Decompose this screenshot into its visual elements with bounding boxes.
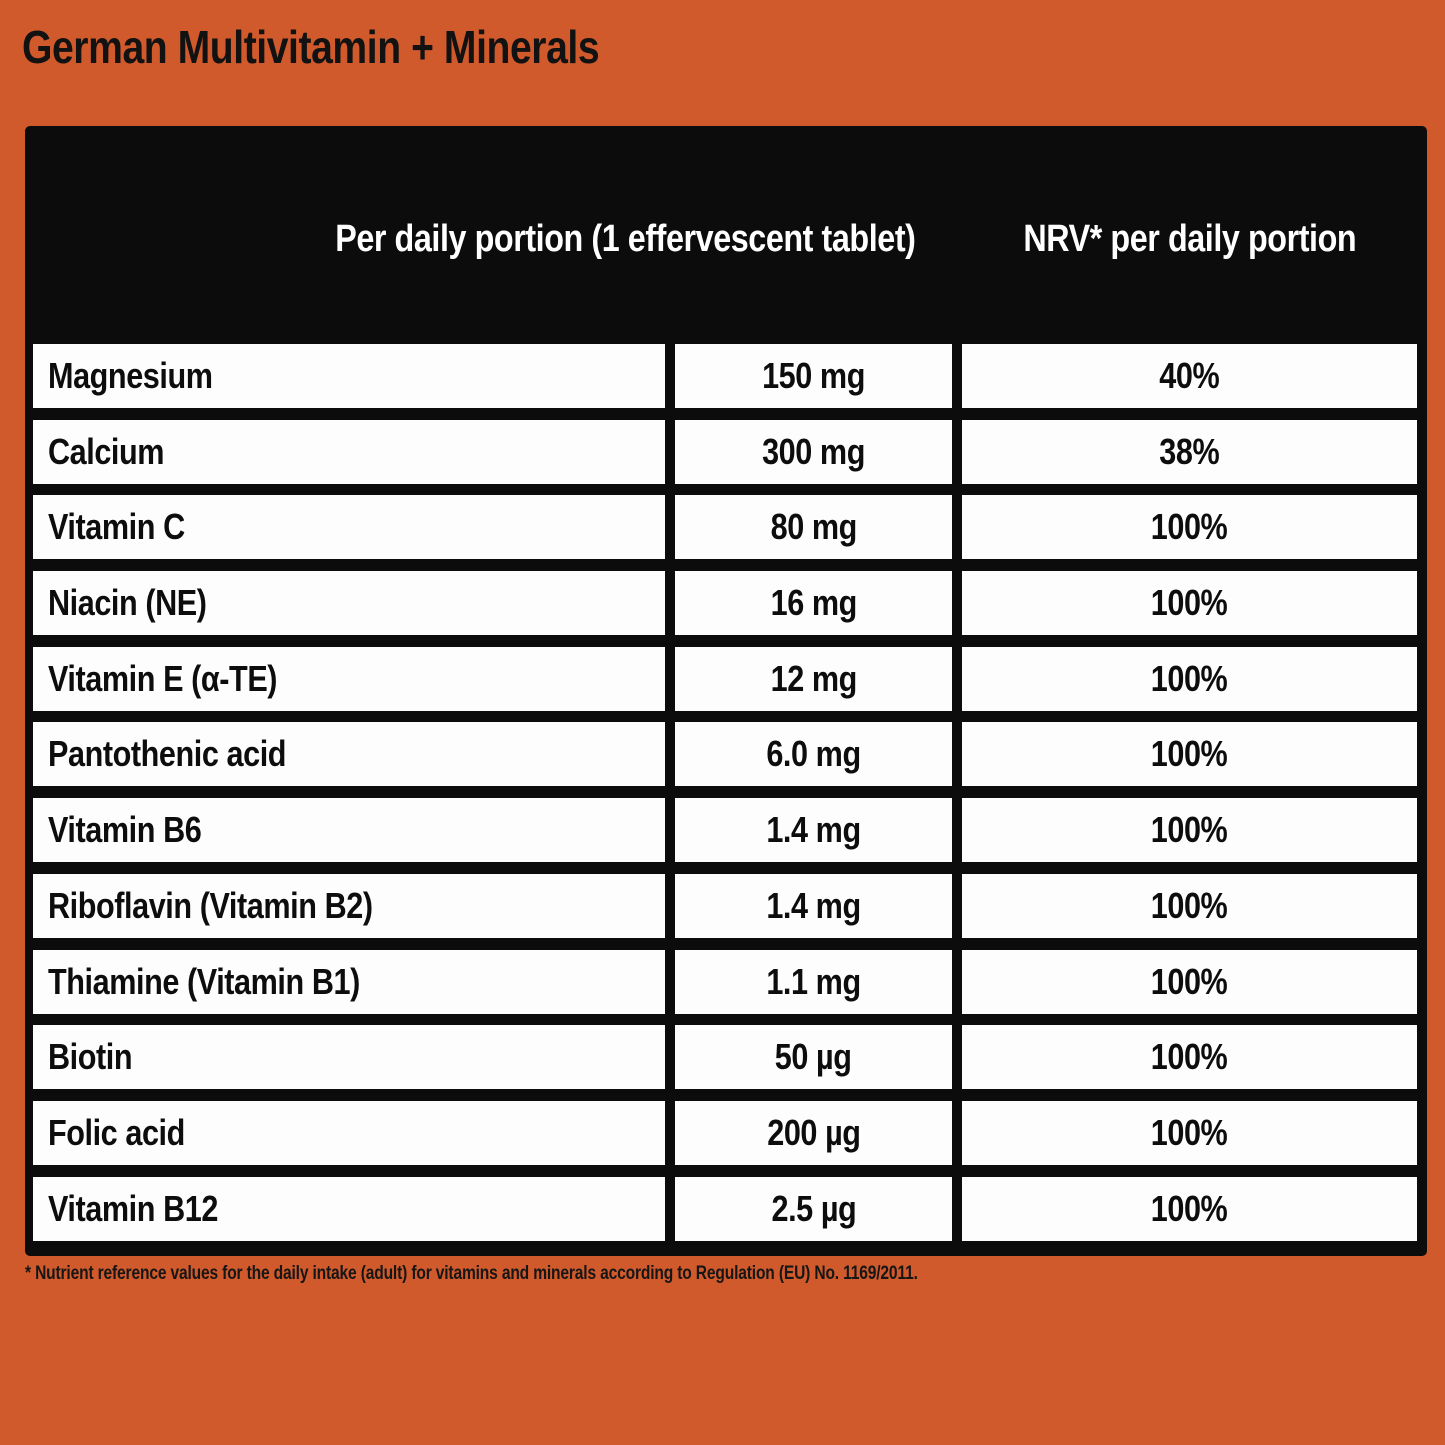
nrv-value: 100% bbox=[1151, 733, 1228, 775]
nrv-cell: 100% bbox=[962, 646, 1417, 711]
nutrient-name-cell: Vitamin C bbox=[33, 495, 665, 560]
table-row: Biotin 50 µg 100% bbox=[33, 1025, 1417, 1090]
nrv-value: 100% bbox=[1151, 884, 1228, 926]
amount-cell: 80 mg bbox=[675, 495, 952, 560]
page-title-text: German Multivitamin + Minerals bbox=[22, 21, 600, 73]
amount-cell: 300 mg bbox=[675, 419, 952, 484]
nutrient-name: Biotin bbox=[48, 1036, 133, 1078]
nrv-cell: 100% bbox=[962, 1025, 1417, 1090]
nrv-value: 100% bbox=[1151, 809, 1228, 851]
nrv-cell: 100% bbox=[962, 1176, 1417, 1241]
table-row: Pantothenic acid 6.0 mg 100% bbox=[33, 722, 1417, 787]
nrv-cell: 100% bbox=[962, 1100, 1417, 1165]
nutrient-name-cell: Vitamin B6 bbox=[33, 798, 665, 863]
nrv-cell: 38% bbox=[962, 419, 1417, 484]
nrv-cell: 40% bbox=[962, 344, 1417, 408]
amount-cell: 1.4 mg bbox=[675, 873, 952, 938]
amount-cell: 200 µg bbox=[675, 1100, 952, 1165]
amount-cell: 1.4 mg bbox=[675, 798, 952, 863]
nutrient-name-cell: Riboflavin (Vitamin B2) bbox=[33, 873, 665, 938]
amount-cell: 12 mg bbox=[675, 646, 952, 711]
nutrient-name: Niacin (NE) bbox=[48, 582, 207, 624]
nutrient-name: Magnesium bbox=[48, 355, 213, 396]
table-row: Folic acid 200 µg 100% bbox=[33, 1100, 1417, 1165]
amount-value: 2.5 µg bbox=[771, 1187, 856, 1229]
column-header-portion-text: Per daily portion (1 effervescent tablet… bbox=[334, 218, 916, 260]
amount-value: 6.0 mg bbox=[766, 733, 861, 775]
amount-value: 16 mg bbox=[770, 582, 857, 624]
nutrient-name: Pantothenic acid bbox=[48, 733, 287, 775]
table-row: Magnesium 150 mg 40% bbox=[33, 344, 1417, 408]
table-row: Vitamin B12 2.5 µg 100% bbox=[33, 1176, 1417, 1241]
nrv-value: 100% bbox=[1151, 506, 1228, 548]
amount-value: 150 mg bbox=[762, 355, 865, 396]
nutrient-name: Riboflavin (Vitamin B2) bbox=[48, 884, 373, 926]
nrv-value: 40% bbox=[1159, 355, 1220, 396]
page-title: German Multivitamin + Minerals bbox=[22, 20, 701, 74]
nrv-cell: 100% bbox=[962, 798, 1417, 863]
nrv-value: 38% bbox=[1159, 430, 1220, 472]
nrv-value: 100% bbox=[1151, 582, 1228, 624]
amount-value: 200 µg bbox=[766, 1111, 861, 1153]
nrv-value: 100% bbox=[1151, 1187, 1228, 1229]
nrv-cell: 100% bbox=[962, 722, 1417, 787]
table-rows: Magnesium 150 mg 40% Calcium 300 mg 38% … bbox=[33, 344, 1417, 1241]
amount-value: 12 mg bbox=[770, 657, 857, 699]
table-row: Riboflavin (Vitamin B2) 1.4 mg 100% bbox=[33, 873, 1417, 938]
column-header-portion: Per daily portion (1 effervescent tablet… bbox=[155, 218, 1095, 260]
footnote-text: * Nutrient reference values for the dail… bbox=[25, 1263, 918, 1284]
amount-value: 1.4 mg bbox=[766, 884, 861, 926]
amount-value: 1.1 mg bbox=[766, 960, 861, 1002]
table-row: Vitamin E (α-TE) 12 mg 100% bbox=[33, 646, 1417, 711]
nrv-value: 100% bbox=[1151, 1111, 1228, 1153]
amount-cell: 6.0 mg bbox=[675, 722, 952, 787]
nutrient-name: Vitamin E (α-TE) bbox=[48, 657, 278, 699]
column-header-nrv-text: NRV* per daily portion bbox=[1023, 218, 1356, 260]
nutrition-table: Per daily portion (1 effervescent tablet… bbox=[25, 126, 1427, 1256]
nutrient-name-cell: Vitamin B12 bbox=[33, 1176, 665, 1241]
amount-cell: 150 mg bbox=[675, 344, 952, 408]
nutrient-name: Vitamin B12 bbox=[48, 1187, 218, 1229]
nutrient-name-cell: Vitamin E (α-TE) bbox=[33, 646, 665, 711]
amount-value: 50 µg bbox=[775, 1036, 852, 1078]
nrv-value: 100% bbox=[1151, 1036, 1228, 1078]
table-row: Calcium 300 mg 38% bbox=[33, 419, 1417, 484]
nutrient-name-cell: Pantothenic acid bbox=[33, 722, 665, 787]
table-row: Thiamine (Vitamin B1) 1.1 mg 100% bbox=[33, 949, 1417, 1014]
amount-cell: 1.1 mg bbox=[675, 949, 952, 1014]
nutrient-name: Thiamine (Vitamin B1) bbox=[48, 960, 360, 1002]
nutrient-name: Calcium bbox=[48, 430, 165, 472]
table-header: Per daily portion (1 effervescent tablet… bbox=[25, 126, 1427, 344]
amount-value: 1.4 mg bbox=[766, 809, 861, 851]
amount-value: 80 mg bbox=[770, 506, 857, 548]
nutrient-name: Vitamin C bbox=[48, 506, 185, 548]
nutrient-name-cell: Niacin (NE) bbox=[33, 571, 665, 636]
nrv-cell: 100% bbox=[962, 949, 1417, 1014]
nutrient-name: Vitamin B6 bbox=[48, 809, 202, 851]
nutrient-name-cell: Biotin bbox=[33, 1025, 665, 1090]
column-header-nrv: NRV* per daily portion bbox=[962, 218, 1417, 260]
nutrient-name-cell: Folic acid bbox=[33, 1100, 665, 1165]
table-row: Vitamin B6 1.4 mg 100% bbox=[33, 798, 1417, 863]
table-row: Niacin (NE) 16 mg 100% bbox=[33, 571, 1417, 636]
table-row: Vitamin C 80 mg 100% bbox=[33, 495, 1417, 560]
nrv-value: 100% bbox=[1151, 657, 1228, 699]
amount-value: 300 mg bbox=[762, 430, 865, 472]
amount-cell: 2.5 µg bbox=[675, 1176, 952, 1241]
nrv-value: 100% bbox=[1151, 960, 1228, 1002]
nrv-cell: 100% bbox=[962, 495, 1417, 560]
nutrient-name-cell: Calcium bbox=[33, 419, 665, 484]
nutrient-name: Folic acid bbox=[48, 1111, 185, 1153]
footnote: * Nutrient reference values for the dail… bbox=[25, 1263, 1114, 1285]
nrv-cell: 100% bbox=[962, 873, 1417, 938]
nrv-cell: 100% bbox=[962, 571, 1417, 636]
amount-cell: 50 µg bbox=[675, 1025, 952, 1090]
nutrient-name-cell: Thiamine (Vitamin B1) bbox=[33, 949, 665, 1014]
amount-cell: 16 mg bbox=[675, 571, 952, 636]
nutrient-name-cell: Magnesium bbox=[33, 344, 665, 408]
